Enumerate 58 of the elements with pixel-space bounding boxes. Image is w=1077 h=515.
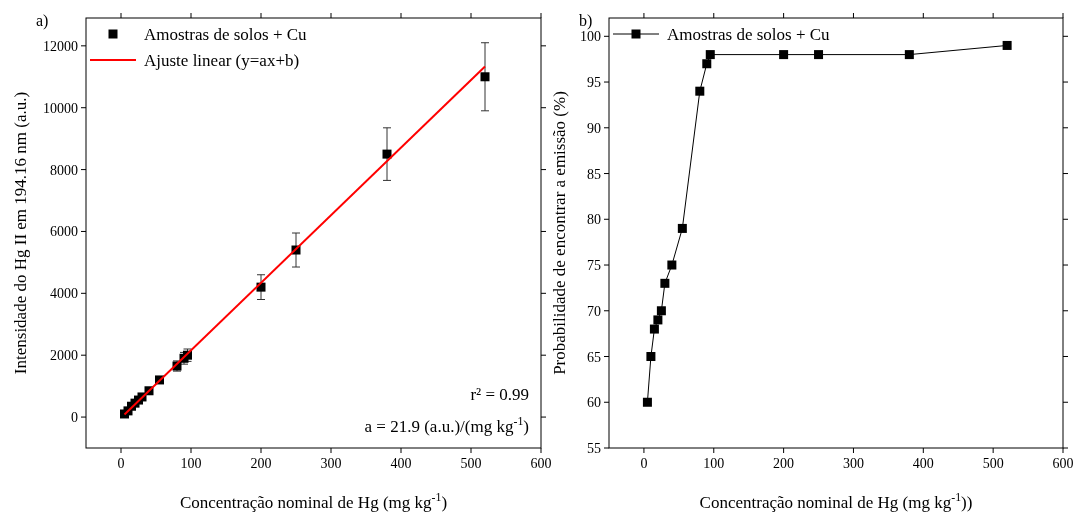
point bbox=[642, 397, 652, 407]
point bbox=[814, 50, 824, 60]
x-tick-label: 400 bbox=[912, 456, 934, 471]
y-tick-label: 12000 bbox=[43, 38, 78, 54]
y-tick-label: 55 bbox=[587, 441, 601, 456]
y-tick-label: 4000 bbox=[50, 286, 78, 302]
point bbox=[653, 315, 663, 325]
y-tick-label: 65 bbox=[587, 349, 601, 365]
chart-title: a) bbox=[36, 12, 49, 30]
point bbox=[702, 59, 712, 69]
x-tick-label: 600 bbox=[1052, 456, 1074, 471]
y-tick-label: 2000 bbox=[50, 348, 78, 364]
x-tick-label: 200 bbox=[250, 456, 272, 471]
point bbox=[656, 306, 666, 316]
point bbox=[677, 223, 687, 233]
legend-label: Amostras de solos + Cu bbox=[144, 25, 308, 44]
x-tick-label: 100 bbox=[180, 456, 202, 471]
point bbox=[667, 260, 677, 270]
legend-label: Ajuste linear (y=ax+b) bbox=[144, 51, 300, 70]
annotation: r² = 0.99 bbox=[470, 385, 529, 404]
y-tick-label: 70 bbox=[587, 303, 601, 319]
x-tick-label: 200 bbox=[773, 456, 795, 471]
point bbox=[646, 352, 656, 362]
y-tick-label: 75 bbox=[587, 258, 601, 274]
x-tick-label: 0 bbox=[117, 456, 125, 471]
point bbox=[1002, 40, 1012, 50]
point bbox=[649, 324, 659, 334]
x-axis-title: Concentração nominal de Hg (mg kg$^{-1}$)) bbox=[699, 490, 973, 512]
point bbox=[660, 278, 670, 288]
legend-label: Amostras de solos + Cu bbox=[667, 25, 831, 44]
y-tick-label: 60 bbox=[587, 395, 601, 411]
x-tick-label: 300 bbox=[842, 456, 864, 471]
y-tick-label: 100 bbox=[580, 29, 601, 45]
x-tick-label: 500 bbox=[460, 456, 482, 471]
x-axis-title: Concentração nominal de Hg (mg kg$^{-1}$) bbox=[179, 490, 448, 512]
y-tick-label: 8000 bbox=[50, 162, 78, 178]
point bbox=[705, 50, 715, 60]
point bbox=[779, 50, 789, 60]
point bbox=[695, 86, 705, 96]
annotation: a = 21.9 (a.u.)/(mg kg$^{-1}$) bbox=[364, 414, 529, 436]
y-tick-label: 10000 bbox=[43, 100, 78, 116]
x-tick-label: 300 bbox=[320, 456, 342, 471]
y-tick-label: 85 bbox=[587, 166, 601, 182]
y-tick-label: 0 bbox=[71, 410, 78, 426]
x-tick-label: 600 bbox=[530, 456, 552, 471]
y-tick-label: 80 bbox=[587, 212, 601, 228]
y-tick-label: 95 bbox=[587, 75, 601, 91]
y-tick-label: 6000 bbox=[50, 224, 78, 240]
chart-title: b) bbox=[579, 12, 593, 30]
x-tick-label: 100 bbox=[703, 456, 725, 471]
x-tick-label: 0 bbox=[640, 456, 648, 471]
y-axis-title: Probabilidade de encontrar a emissão (%) bbox=[550, 91, 569, 375]
y-tick-label: 90 bbox=[587, 120, 601, 136]
point bbox=[480, 72, 490, 82]
y-axis-title: Intensidade do Hg II em 194.16 nm (a.u.) bbox=[11, 91, 30, 375]
x-tick-label: 400 bbox=[390, 456, 412, 471]
x-tick-label: 500 bbox=[982, 456, 1004, 471]
point bbox=[904, 50, 914, 60]
